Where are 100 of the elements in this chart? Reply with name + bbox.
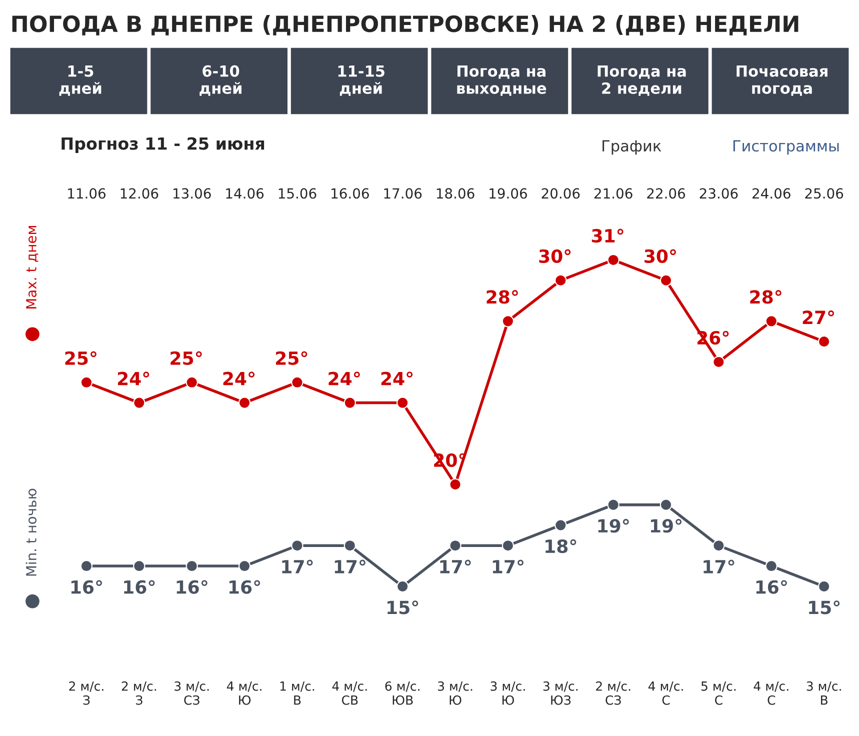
data-label: 30° [539,249,571,263]
point [186,376,198,388]
point [449,540,462,552]
data-label: 16° [756,580,787,594]
point [712,356,725,368]
text: 4 м/с. Ю [226,682,262,705]
data-label: 30° [644,249,676,263]
x-tick-label: 18.06 [436,188,474,199]
text: 2 м/с. З [122,681,156,705]
point [186,560,198,572]
data-label: 17° [704,560,734,574]
point [660,498,672,511]
data-label: 28° [750,290,782,304]
point [765,560,778,572]
text: 1-5 дней [59,65,102,96]
point [344,540,356,552]
text: 3 м/с. Ю [438,681,472,705]
text: 1 м/с. В [280,682,314,705]
text: 2 м/с. З [69,681,104,705]
data-label: 25° [170,351,202,366]
text: 4 м/с. СВ [332,682,367,705]
data-label: 24° [381,372,413,386]
point [238,560,251,572]
text: График [602,140,662,155]
text: 4 м/с. С [648,682,683,705]
point [133,560,146,572]
point [291,540,304,552]
x-tick-label: 17.06 [384,188,422,199]
x-tick-label: 12.06 [120,188,158,199]
point [396,580,409,592]
text: Гистограммы [733,140,839,155]
point [238,396,251,409]
x-tick-label: 15.06 [278,188,316,199]
data-label: 24° [223,372,254,386]
data-label: 27° [802,310,834,324]
x-tick-label: 21.06 [594,188,632,199]
text: 6 м/с. ЮВ [385,681,420,705]
point [712,540,725,552]
data-label: 24° [328,372,360,386]
data-label: 16° [176,580,208,594]
x-tick-label: 14.06 [226,188,264,199]
point [660,274,672,286]
text: 3 м/с. СЗ [174,681,209,705]
x-tick-label: 11.06 [68,188,106,199]
text: 5 м/с. С [701,682,736,705]
data-label: 19° [650,518,682,533]
text: Погода на выходные [457,65,546,96]
text: 4 м/с. С [754,682,788,705]
point [80,376,93,388]
point [80,560,93,572]
point [502,540,514,552]
data-label: 17° [440,560,471,574]
chart-title: ПОГОДА В ДНЕПРЕ (ДНЕПРОПЕТРОВСКЕ) НА 2 (ДВЕ) НЕДЕЛИ [12,15,798,36]
x-tick-label: 20.06 [542,188,580,199]
text: Max. t днем [26,226,38,308]
chart-subtitle: Прогноз 11 - 25 июня [62,137,264,154]
point [449,478,462,490]
data-label: 25° [276,351,308,366]
point [291,376,304,388]
data-label: 17° [492,560,524,574]
text: 3 м/с. В [806,681,841,705]
point [818,580,830,592]
data-label: 16° [124,580,155,594]
text: 3 м/с. Ю [490,681,525,705]
data-label: 16° [229,580,260,594]
x-tick-label: 19.06 [490,188,527,199]
x-tick-label: 22.06 [647,188,686,199]
text: 11-15 дней [338,65,384,96]
text: 3 м/с. ЮЗ [543,681,578,705]
data-label: 17° [334,560,366,574]
data-label: 19° [598,518,629,533]
data-label: 15° [809,600,840,614]
data-label: 31° [592,228,624,243]
data-label: 16° [71,580,102,594]
point [554,274,567,286]
point [396,396,409,409]
point [344,396,356,409]
data-label: 25° [65,351,96,366]
text: 6-10 дней [200,65,242,96]
text: Почасовая погода [736,65,828,96]
point [502,315,514,328]
data-label: 17° [282,560,313,574]
point [554,519,567,532]
x-tick-label: 23.06 [700,188,738,199]
point [607,498,620,511]
text: 2 м/с. СЗ [596,681,630,705]
text: Погода на 2 недели [598,65,686,96]
point [765,315,778,328]
data-label: 18° [546,539,576,554]
point [818,336,830,348]
data-label: 28° [486,290,518,304]
x-tick-label: 25.06 [805,188,844,199]
point [607,254,620,266]
x-tick-label: 13.06 [173,188,211,199]
x-tick-label: 16.06 [332,188,369,199]
text: Min. t ночью [26,488,36,576]
point [133,396,146,409]
data-label: 15° [388,600,418,614]
x-tick-label: 24.06 [752,188,790,199]
data-label: 24° [118,372,150,386]
